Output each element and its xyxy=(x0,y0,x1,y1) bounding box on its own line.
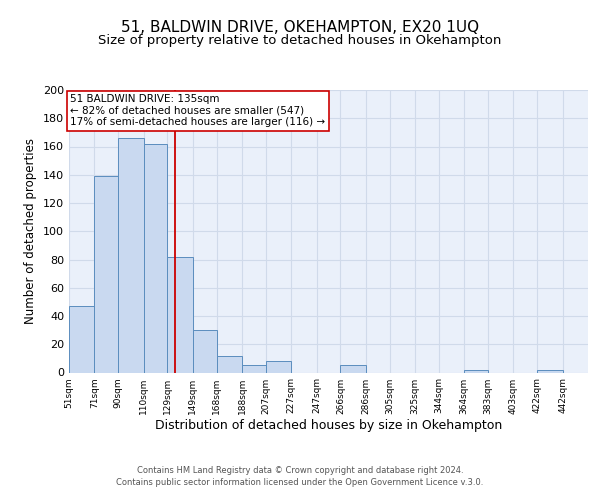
Y-axis label: Number of detached properties: Number of detached properties xyxy=(25,138,37,324)
Text: 51 BALDWIN DRIVE: 135sqm
← 82% of detached houses are smaller (547)
17% of semi-: 51 BALDWIN DRIVE: 135sqm ← 82% of detach… xyxy=(70,94,325,128)
Bar xyxy=(118,138,143,372)
Bar xyxy=(340,366,366,372)
Text: Contains HM Land Registry data © Crown copyright and database right 2024.: Contains HM Land Registry data © Crown c… xyxy=(137,466,463,475)
Bar xyxy=(242,366,266,372)
Bar xyxy=(217,356,242,372)
Bar xyxy=(266,361,291,372)
Bar xyxy=(69,306,94,372)
Text: 51, BALDWIN DRIVE, OKEHAMPTON, EX20 1UQ: 51, BALDWIN DRIVE, OKEHAMPTON, EX20 1UQ xyxy=(121,20,479,35)
Bar xyxy=(538,370,563,372)
Bar xyxy=(167,256,193,372)
X-axis label: Distribution of detached houses by size in Okehampton: Distribution of detached houses by size … xyxy=(155,420,502,432)
Bar xyxy=(94,176,118,372)
Bar xyxy=(143,144,167,372)
Text: Contains public sector information licensed under the Open Government Licence v.: Contains public sector information licen… xyxy=(116,478,484,487)
Bar xyxy=(193,330,217,372)
Text: Size of property relative to detached houses in Okehampton: Size of property relative to detached ho… xyxy=(98,34,502,47)
Bar xyxy=(464,370,488,372)
